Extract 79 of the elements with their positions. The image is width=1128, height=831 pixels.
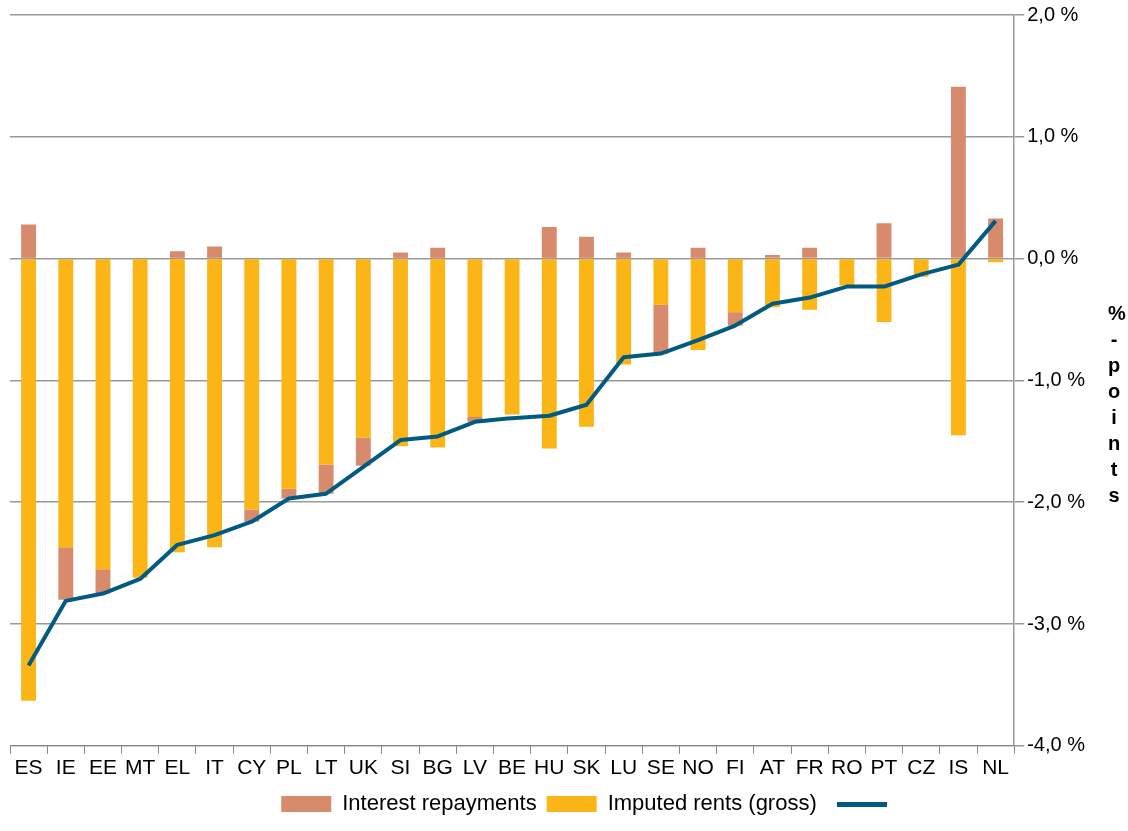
bar (765, 254, 780, 258)
x-tick-label: SI (390, 755, 411, 779)
x-tick-label: BE (498, 755, 527, 779)
bar (132, 259, 148, 578)
bar (21, 224, 37, 258)
bar (430, 247, 446, 258)
x-tick-label: HU (534, 755, 565, 779)
y-tick-label: -4,0 % (1027, 733, 1086, 756)
bar (21, 259, 37, 701)
legend-label: Imputed rents (gross) (607, 790, 817, 816)
x-tick-label: LU (610, 755, 638, 779)
x-tick-label: EL (164, 755, 191, 779)
x-tick-label: SE (646, 755, 675, 779)
y-tick-label: -3,0 % (1027, 611, 1086, 634)
bar (839, 259, 855, 286)
bar (988, 218, 1004, 258)
bar (504, 259, 520, 415)
x-tick-label: AT (759, 755, 786, 779)
x-tick-label: MT (125, 755, 156, 779)
bar (207, 259, 222, 548)
bar (802, 259, 818, 310)
bar (318, 259, 334, 465)
bar (281, 259, 297, 489)
x-tick-label: SK (572, 755, 601, 779)
bar (690, 259, 706, 350)
x-tick-label: IS (948, 755, 969, 779)
bar (950, 259, 966, 436)
bar (727, 259, 743, 313)
bar (169, 259, 185, 553)
x-tick-label: UK (348, 755, 378, 779)
bar (541, 259, 557, 449)
bar (393, 252, 408, 258)
x-tick-label: LV (462, 755, 487, 779)
bar (616, 259, 632, 365)
x-tick-label: EE (88, 755, 117, 779)
bar (616, 252, 632, 258)
x-tick-label: BG (422, 755, 453, 779)
bar (988, 259, 1004, 263)
bar (541, 226, 557, 258)
bar (207, 246, 222, 258)
bar (653, 259, 669, 305)
bar (802, 247, 818, 258)
bar (95, 259, 111, 570)
legend-label: Interest repayments (342, 790, 537, 816)
y-tick-label: -1,0 % (1027, 367, 1086, 390)
bar (765, 259, 780, 308)
bar (169, 251, 185, 258)
x-tick-label: NO (682, 755, 714, 779)
bar (393, 259, 408, 447)
bar (579, 236, 594, 258)
bar (579, 259, 594, 427)
x-tick-label: FI (725, 755, 745, 779)
x-tick-label: RO (831, 755, 863, 779)
y-tick-label: 1,0 % (1027, 124, 1079, 147)
bar (690, 247, 706, 258)
bar (58, 259, 74, 548)
x-tick-label: ES (14, 755, 43, 779)
x-tick-label: CZ (907, 755, 936, 779)
bar (355, 437, 371, 466)
x-tick-label: LT (314, 755, 338, 779)
y-tick-label: 0,0 % (1027, 246, 1079, 269)
bar (430, 259, 446, 448)
x-tick-label: CY (237, 755, 267, 779)
bar (653, 304, 669, 354)
y-axis-title: %-points (1108, 301, 1126, 508)
bar (58, 547, 74, 600)
bar (467, 259, 483, 417)
x-tick-label: FR (795, 755, 824, 779)
x-tick-label: PL (276, 755, 302, 779)
bar (244, 259, 260, 510)
bar (876, 223, 892, 258)
x-tick-label: NL (982, 755, 1010, 779)
x-tick-label: IT (205, 755, 225, 779)
y-tick-label: 2,0 % (1027, 2, 1079, 25)
y-tick-label: -2,0 % (1027, 489, 1086, 512)
bar (950, 86, 966, 258)
bar (355, 259, 371, 438)
x-tick-label: IE (55, 755, 76, 779)
x-tick-label: PT (870, 755, 898, 779)
